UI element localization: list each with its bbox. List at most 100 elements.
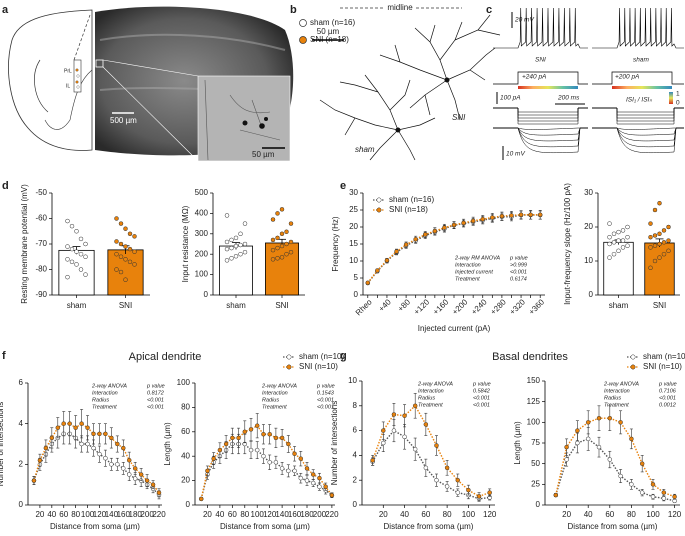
stats-cell: <0.001	[147, 404, 164, 410]
data-point	[224, 246, 230, 252]
x-tick-label: 80	[443, 510, 452, 519]
data-point	[625, 234, 630, 240]
x-tick-label: +240	[470, 297, 489, 316]
hyperpolarization-trace	[493, 127, 588, 154]
data-point	[596, 444, 602, 450]
data-point	[402, 434, 407, 440]
y-tick-label: 0	[536, 500, 541, 509]
data-point	[537, 212, 543, 218]
data-point	[476, 494, 482, 499]
data-point	[288, 221, 294, 226]
data-point	[49, 435, 55, 441]
data-point	[132, 249, 137, 254]
y-axis-label: Input-frequency slope (Hz/100 pA)	[563, 183, 572, 305]
data-point	[261, 453, 266, 459]
data-point	[224, 239, 230, 245]
stats-cell: Radius	[418, 395, 435, 401]
data-point	[455, 490, 461, 495]
data-point	[616, 229, 621, 235]
y-tick-label: 20	[181, 476, 190, 485]
hyperpolarization-trace	[592, 127, 684, 154]
y-tick-label: 60	[181, 427, 190, 436]
data-point	[242, 429, 248, 435]
stats-header: p value	[472, 381, 491, 387]
data-point	[85, 425, 90, 430]
data-point	[123, 257, 128, 262]
data-point	[229, 256, 234, 261]
inset-fibers	[204, 79, 281, 161]
data-point	[616, 248, 621, 254]
data-point	[74, 229, 79, 234]
legend-marker	[299, 36, 307, 44]
x-tick-label: 40	[400, 510, 409, 519]
data-point	[114, 216, 119, 221]
data-point	[275, 245, 280, 251]
x-tick-label: +120	[412, 297, 431, 316]
x-axis-label: Injected current (pA)	[418, 324, 491, 333]
data-point	[434, 443, 439, 448]
hyperpolarization-trace	[493, 127, 588, 142]
x-tick-label: 20	[203, 510, 212, 519]
data-point	[652, 258, 658, 264]
neuron-sham	[319, 74, 436, 161]
data-point	[661, 228, 667, 233]
x-tick-label: 100	[462, 510, 476, 519]
data-point	[78, 236, 84, 242]
y-tick-label: 6	[19, 378, 24, 387]
inset-image	[197, 75, 291, 162]
data-point	[83, 272, 88, 277]
data-point	[205, 468, 210, 474]
x-tick-label: 140	[275, 510, 289, 519]
data-point	[233, 243, 239, 249]
stats-cell: Treatment	[604, 402, 629, 408]
data-point	[279, 466, 285, 471]
stats-cell: Injected current	[455, 269, 493, 275]
hyperpolarization-trace	[493, 127, 588, 136]
data-point	[37, 458, 43, 463]
data-point	[461, 220, 466, 226]
data-point	[585, 436, 591, 442]
x-axis-label: Distance from soma (µm)	[384, 522, 474, 531]
data-point	[611, 231, 617, 237]
data-point	[275, 256, 280, 261]
data-point	[652, 243, 658, 248]
data-point	[132, 262, 137, 267]
stats-cell: 0.6174	[510, 276, 527, 282]
data-point	[242, 249, 248, 255]
scale-label: 50 µm	[252, 150, 275, 159]
zoom-box	[95, 59, 104, 68]
data-point	[286, 468, 291, 474]
data-point	[288, 249, 294, 255]
data-point	[229, 245, 234, 251]
data-point	[618, 473, 623, 479]
stats-header: p value	[658, 381, 677, 387]
x-tick-label: 200	[313, 510, 327, 519]
x-axis-label: Distance from soma (µm)	[568, 522, 658, 531]
colorbar-tick: 1	[676, 91, 680, 98]
step-trace	[493, 107, 588, 122]
panel-letter: c	[486, 4, 492, 16]
x-tick-label: 160	[117, 510, 131, 519]
data-point	[233, 235, 239, 241]
cell-dot	[75, 68, 79, 72]
scale-label: 20 mV	[514, 17, 534, 24]
y-tick-label: 4	[19, 419, 24, 428]
y-tick-label: 200	[195, 249, 209, 258]
y-axis-label: Length (µm)	[513, 421, 522, 465]
y-tick-label: 30	[584, 188, 593, 197]
y-tick-label: 0	[589, 290, 594, 299]
data-point	[118, 221, 124, 226]
series-line	[371, 404, 490, 498]
data-point	[242, 241, 248, 247]
y-tick-label: -80	[35, 265, 47, 274]
data-point	[103, 431, 108, 437]
hyperpolarization-trace	[592, 127, 684, 148]
voltage-trace	[592, 7, 684, 49]
stats-header: 2-way ANOVA	[603, 381, 639, 387]
data-point	[115, 441, 120, 447]
y-tick-label: 10	[348, 376, 357, 385]
data-point	[91, 445, 96, 451]
data-point	[73, 425, 78, 430]
data-point	[657, 231, 662, 237]
